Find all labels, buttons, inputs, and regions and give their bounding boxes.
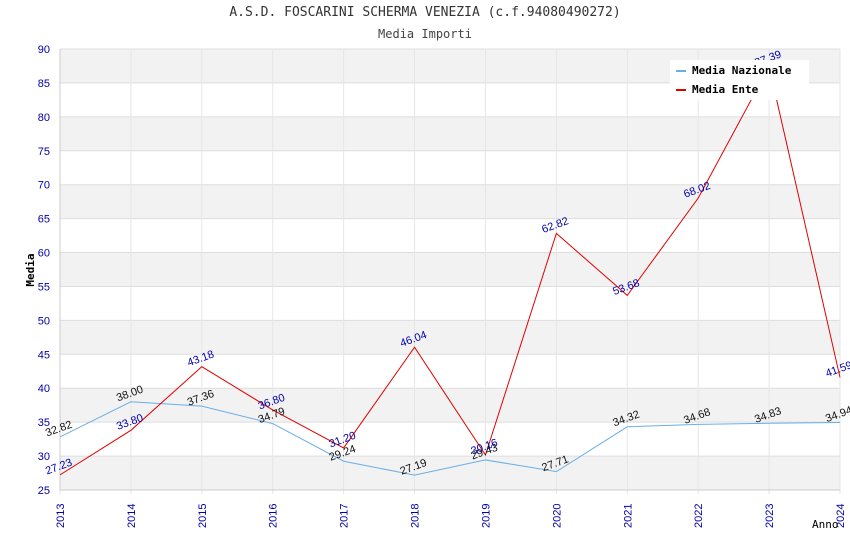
legend-label-ente: Media Ente — [692, 83, 759, 96]
legend-swatch-ente — [676, 89, 686, 91]
legend: Media Nazionale Media Ente — [670, 60, 809, 100]
x-tick-label: 2019 — [480, 504, 492, 528]
y-tick-label: 90 — [38, 44, 50, 56]
chart-subtitle: Media Importi — [378, 27, 472, 41]
y-tick-label: 60 — [38, 248, 50, 260]
y-tick-label: 30 — [38, 451, 50, 463]
y-tick-label: 65 — [38, 214, 50, 226]
grid-band — [60, 252, 840, 287]
y-tick-label: 25 — [38, 485, 50, 497]
x-tick-label: 2017 — [339, 504, 351, 528]
series-line-nazionale — [59, 401, 841, 476]
x-tick-label: 2013 — [55, 504, 67, 528]
legend-swatch-nazionale — [676, 70, 686, 72]
y-tick-label: 75 — [38, 146, 50, 158]
legend-item-nazionale: Media Nazionale — [676, 64, 791, 78]
x-tick-label: 2018 — [410, 504, 422, 528]
x-tick-label: 2024 — [835, 504, 847, 528]
x-tick-label: 2016 — [268, 504, 280, 528]
grid-band — [60, 320, 840, 355]
chart-title: A.S.D. FOSCARINI SCHERMA VENEZIA (c.f.94… — [229, 5, 621, 20]
x-tick-label: 2022 — [693, 504, 705, 528]
legend-label-nazionale: Media Nazionale — [692, 64, 792, 77]
legend-item-ente: Media Ente — [676, 83, 758, 97]
x-tick-label: 2023 — [764, 504, 776, 528]
y-tick-label: 45 — [38, 349, 50, 361]
grid-band — [60, 116, 840, 151]
x-axis-title: Anno — [812, 518, 839, 531]
grid-band — [60, 184, 840, 219]
y-axis-title: Media — [24, 253, 37, 286]
x-tick-label: 2014 — [126, 504, 138, 528]
grid-band — [60, 388, 840, 423]
y-tick-label: 40 — [38, 383, 50, 395]
grid-band — [60, 456, 840, 490]
y-tick-label: 85 — [38, 78, 50, 90]
y-tick-label: 50 — [38, 315, 50, 327]
y-tick-label: 35 — [38, 417, 50, 429]
x-tick-label: 2015 — [197, 504, 209, 528]
y-tick-label: 70 — [38, 180, 50, 192]
y-tick-label: 80 — [38, 112, 50, 124]
series-line-ente — [59, 65, 841, 476]
x-tick-label: 2020 — [551, 504, 563, 528]
y-tick-label: 55 — [38, 281, 50, 293]
x-tick-label: 2021 — [622, 504, 634, 528]
